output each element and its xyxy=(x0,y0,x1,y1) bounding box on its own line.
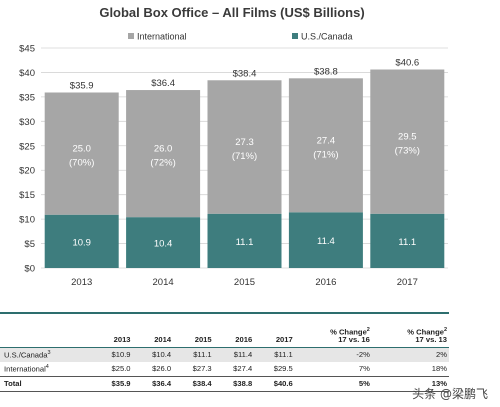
table-header-year: 2016 xyxy=(235,335,253,345)
bar-us-canada xyxy=(370,213,445,268)
table-cell: $11.1 xyxy=(274,350,293,360)
data-label-international-share: (71%) xyxy=(232,151,257,162)
table-row: U.S./Canada3 $10.9 $10.4 $11.1 $11.4 $11… xyxy=(0,347,449,362)
table-cell: 5% xyxy=(294,376,372,392)
table-cell: $10.9 xyxy=(111,350,131,360)
table-cell: $10.4 xyxy=(152,350,172,360)
bar-international xyxy=(44,92,119,215)
data-label-us-canada: 11.4 xyxy=(317,236,335,247)
legend-us-canada-swatch xyxy=(292,33,298,39)
data-label-total: $36.4 xyxy=(151,78,175,89)
data-label-total: $38.4 xyxy=(233,68,257,79)
y-axis: $0 $5 $10 $15 $20 $25 $30 $35 $40 $45 xyxy=(19,44,35,275)
x-tick-label: 2015 xyxy=(234,277,255,288)
table-cell: $38.8 xyxy=(213,376,255,392)
legend-international-label: International xyxy=(137,32,187,42)
data-label-total: $35.9 xyxy=(70,80,94,91)
table-cell: $11.4 xyxy=(233,350,253,360)
table-header-year: 2015 xyxy=(194,335,212,345)
table-cell: $26.0 xyxy=(152,364,172,374)
data-label-international-share: (72%) xyxy=(150,158,175,169)
table-cell: $38.4 xyxy=(173,376,214,392)
data-label-international: 27.4 xyxy=(317,135,336,146)
y-tick-label: $0 xyxy=(24,264,35,275)
table-cell: $40.6 xyxy=(254,376,295,392)
bar-international xyxy=(126,90,201,218)
table-cell: 18% xyxy=(431,364,447,374)
bars: 10.9 25.0 (70%) $35.9 10.4 26.0 (72%) $36.4 11.1… xyxy=(44,58,445,268)
bar-us-canada xyxy=(207,213,282,268)
x-tick-label: 2016 xyxy=(315,277,336,288)
y-tick-label: $30 xyxy=(19,117,35,128)
x-tick-label: 2013 xyxy=(71,277,92,288)
data-label-international-share: (70%) xyxy=(69,158,94,169)
bar-us-canada xyxy=(44,214,119,268)
bar-us-canada xyxy=(288,212,363,268)
row-label: International4 xyxy=(4,363,49,374)
bar-international xyxy=(370,69,445,214)
legend: International U.S./Canada xyxy=(128,32,353,42)
y-tick-label: $5 xyxy=(24,239,35,250)
table-row: International4 $25.0 $26.0 $27.3 $27.4 $… xyxy=(0,362,449,377)
data-label-us-canada: 10.4 xyxy=(154,239,173,250)
table-cell: $29.5 xyxy=(273,364,293,374)
data-label-international: 26.0 xyxy=(154,144,173,155)
y-tick-label: $10 xyxy=(19,215,35,226)
table-header-year: 2017 xyxy=(275,335,293,345)
change-header-main: % Change xyxy=(330,327,367,337)
table-cell: $35.9 xyxy=(92,376,133,392)
legend-us-canada-label: U.S./Canada xyxy=(301,32,353,42)
table-cell: 7% xyxy=(358,364,370,374)
table-header-year: 2013 xyxy=(113,335,131,345)
x-tick-label: 2017 xyxy=(397,277,418,288)
data-label-total: $40.6 xyxy=(395,58,419,69)
table-cell: $27.3 xyxy=(192,364,212,374)
x-axis: 2013 2014 2015 2016 2017 xyxy=(71,277,418,288)
table-header-year: 2014 xyxy=(154,335,172,345)
y-tick-label: $40 xyxy=(19,68,35,79)
watermark: 头条 @梁鹏飞 xyxy=(412,387,488,401)
x-tick-label: 2014 xyxy=(153,277,174,288)
table-cell: 2% xyxy=(436,350,447,360)
change-header-main: % Change xyxy=(407,327,444,337)
box-office-chart: Global Box Office – All Films (US$ Billi… xyxy=(19,5,448,288)
table-header-change: % Change2 17 vs. 13 xyxy=(372,313,449,348)
bar-us-canada xyxy=(126,217,201,268)
bar-international xyxy=(288,78,363,213)
table-header-cell xyxy=(0,313,92,348)
data-label-international-share: (73%) xyxy=(395,146,420,157)
row-label: U.S./Canada3 xyxy=(4,349,51,360)
bar-international xyxy=(207,80,282,214)
y-tick-label: $20 xyxy=(19,166,35,177)
data-label-total: $38.8 xyxy=(314,66,338,77)
change-header-period: 17 vs. 13 xyxy=(415,335,447,345)
table-cell: $25.0 xyxy=(111,364,131,374)
data-label-international: 25.0 xyxy=(72,144,91,155)
data-label-international-share: (71%) xyxy=(313,149,338,160)
data-label-international: 27.3 xyxy=(235,137,254,148)
legend-international-swatch xyxy=(128,33,134,39)
data-table: 2013 2014 2015 2016 2017 % Change2 17 vs… xyxy=(0,312,449,392)
y-tick-label: $45 xyxy=(19,44,35,55)
y-tick-label: $35 xyxy=(19,92,35,103)
y-tick-label: $25 xyxy=(19,141,35,152)
table-cell: 13% xyxy=(371,376,449,392)
change-header-sup: 2 xyxy=(366,326,370,333)
y-tick-label: $15 xyxy=(19,190,35,201)
data-label-international: 29.5 xyxy=(398,132,417,143)
table-header-change: % Change2 17 vs. 16 xyxy=(295,313,372,348)
data-label-us-canada: 11.1 xyxy=(398,237,416,248)
data-label-us-canada: 11.1 xyxy=(236,237,254,248)
table-cell: $11.1 xyxy=(193,350,212,360)
table-row-total: Total $35.9 $36.4 $38.4 $38.8 $40.6 5% 1… xyxy=(0,376,449,392)
chart-title: Global Box Office – All Films (US$ Billi… xyxy=(99,5,364,20)
row-label: Total xyxy=(0,376,92,392)
table-cell: $27.4 xyxy=(233,364,253,374)
data-label-us-canada: 10.9 xyxy=(72,237,91,248)
table-cell: -2% xyxy=(356,350,370,360)
change-header-period: 17 vs. 16 xyxy=(338,335,370,345)
table-header-row: 2013 2014 2015 2016 2017 % Change2 17 vs… xyxy=(0,313,449,348)
change-header-sup: 2 xyxy=(443,326,447,333)
table-cell: $36.4 xyxy=(132,376,174,392)
